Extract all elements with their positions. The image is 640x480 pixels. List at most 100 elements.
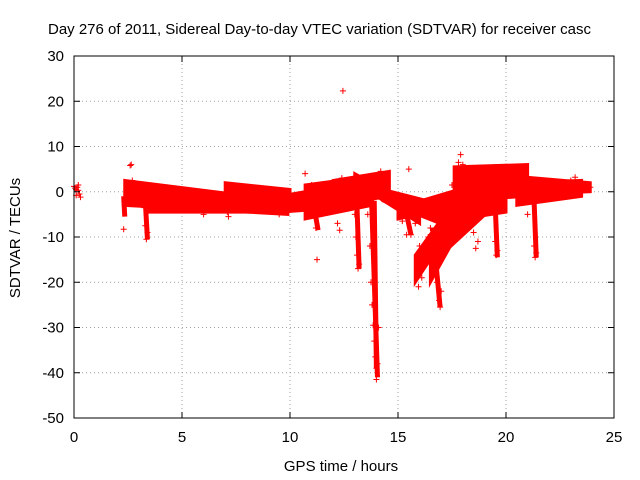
data-point — [567, 177, 574, 184]
data-point — [442, 234, 449, 240]
data-point — [126, 184, 133, 191]
data-point — [457, 151, 464, 158]
data-point — [129, 177, 136, 184]
data-point — [200, 211, 207, 218]
data-point — [75, 187, 82, 194]
data-point — [371, 338, 378, 345]
data-point — [474, 238, 481, 245]
data-point — [503, 163, 509, 170]
data-point — [372, 353, 379, 360]
data-point — [425, 234, 432, 240]
y-tick-label: 20 — [47, 93, 64, 110]
data-point — [418, 274, 425, 281]
data-point — [222, 195, 229, 202]
data-point — [254, 195, 261, 202]
plot-frame — [73, 55, 615, 419]
dense-point-spike — [121, 196, 128, 217]
data-point — [143, 236, 150, 243]
data-point — [128, 161, 135, 168]
dense-point-spike — [311, 204, 321, 231]
data-point — [437, 304, 444, 311]
data-point — [533, 249, 540, 256]
y-tick-label: -50 — [42, 410, 64, 427]
data-point — [487, 202, 494, 209]
data-point — [319, 193, 326, 200]
data-point — [557, 184, 563, 191]
data-point — [431, 254, 438, 261]
y-tick-label: -20 — [42, 274, 64, 291]
data-point — [449, 181, 455, 188]
y-tick-label: -40 — [42, 365, 64, 382]
data-point — [351, 211, 358, 218]
x-tick-label: 10 — [282, 429, 299, 446]
data-point — [535, 177, 542, 184]
data-point — [415, 283, 422, 290]
data-point — [334, 220, 341, 227]
dense-point-spike — [430, 227, 443, 308]
x-tick-label: 5 — [178, 429, 186, 446]
data-point — [532, 254, 539, 261]
data-point — [496, 202, 503, 209]
data-point — [308, 181, 315, 188]
data-point — [179, 195, 185, 202]
data-point — [121, 202, 128, 209]
data-point — [436, 297, 443, 304]
data-point — [225, 213, 232, 220]
data-point — [157, 186, 164, 193]
data-point — [338, 175, 345, 182]
data-point — [140, 193, 147, 200]
x-axis-label: GPS time / hours — [284, 458, 398, 475]
data-point — [123, 191, 130, 198]
data-point — [362, 179, 369, 186]
data-point — [373, 376, 380, 383]
data-point — [524, 211, 531, 218]
y-tick-label: -10 — [42, 229, 64, 246]
y-axis-label: SDTVAR / TECUs — [7, 178, 24, 298]
data-point — [472, 245, 479, 252]
data-point — [374, 360, 381, 367]
data-point — [276, 211, 283, 218]
data-point — [455, 159, 462, 166]
chart-title: Day 276 of 2011, Sidereal Day-to-day VTE… — [48, 21, 591, 38]
data-point — [302, 170, 309, 177]
data-point — [509, 175, 516, 182]
data-point — [189, 193, 196, 200]
data-point — [168, 193, 175, 200]
data-point — [355, 265, 362, 272]
data-point — [347, 202, 354, 209]
data-point — [312, 224, 319, 231]
data-point — [243, 186, 250, 193]
data-point — [339, 87, 346, 94]
data-point — [464, 193, 471, 200]
data-point — [144, 229, 151, 236]
data-point — [494, 247, 501, 254]
data-point — [412, 220, 419, 227]
dense-point-spike — [371, 200, 379, 369]
data-point — [433, 279, 440, 286]
y-tick-label: 0 — [56, 184, 64, 201]
data-point — [470, 229, 477, 236]
data-point — [287, 206, 293, 213]
data-point — [75, 181, 82, 188]
data-point — [377, 168, 384, 175]
x-tick-label: 20 — [498, 429, 515, 446]
data-point — [405, 166, 412, 173]
data-point — [492, 238, 499, 245]
data-point — [353, 252, 360, 259]
data-point — [481, 184, 488, 191]
data-point — [438, 288, 445, 295]
data-point — [356, 261, 363, 268]
data-points — [71, 87, 594, 383]
data-point — [414, 270, 421, 277]
data-point — [368, 279, 374, 286]
data-point — [578, 181, 585, 188]
gridlines — [74, 56, 614, 418]
data-point — [384, 179, 391, 186]
data-point — [364, 211, 371, 218]
y-tick-label: 10 — [47, 139, 64, 156]
data-point — [135, 181, 142, 188]
data-point — [369, 301, 376, 308]
data-point — [122, 195, 129, 202]
